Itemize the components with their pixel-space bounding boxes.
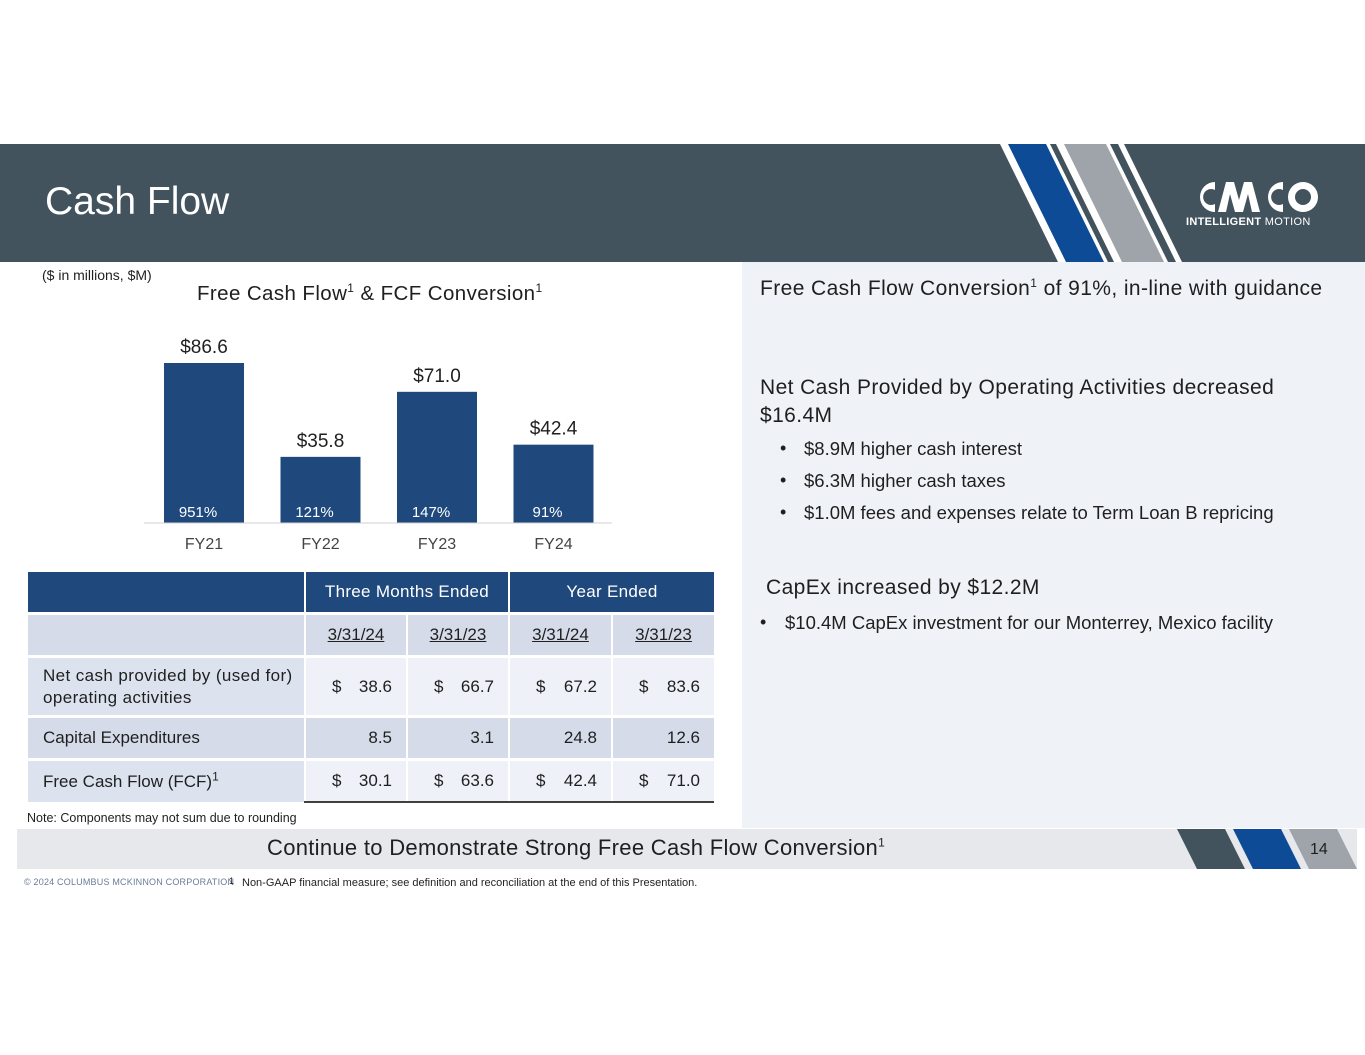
x-tick-label: FY22 xyxy=(301,536,339,553)
x-tick-label: FY24 xyxy=(534,536,572,553)
bullet-monterrey: $10.4M CapEx investment for our Monterre… xyxy=(785,612,1274,633)
table-cell: $83.6 xyxy=(611,655,714,717)
footnote: Non-GAAP financial measure; see definiti… xyxy=(242,877,698,889)
table-cell: 24.8 xyxy=(508,715,612,760)
x-tick-label: FY23 xyxy=(418,536,456,553)
bullet-marker: • xyxy=(760,612,767,632)
bar xyxy=(164,363,244,523)
table-corner xyxy=(28,572,305,614)
chart-title: Free Cash Flow1 & FCF Conversion1 xyxy=(197,281,543,305)
highlight-capex: CapEx increased by $12.2M xyxy=(766,576,1040,599)
conversion-label: 91% xyxy=(532,504,562,521)
takeaway-text: Continue to Demonstrate Strong Free Cash… xyxy=(267,835,886,860)
date-col-1: 3/31/24 xyxy=(304,612,407,657)
x-tick-label: FY21 xyxy=(185,536,223,553)
bullet-cash-interest: $8.9M higher cash interest xyxy=(804,438,1023,459)
highlight-net-cash: Net Cash Provided by Operating Activitie… xyxy=(760,376,1275,427)
conversion-label: 147% xyxy=(412,504,450,521)
date-col-3: 3/31/24 xyxy=(508,612,612,657)
row-label-fcf: Free Cash Flow (FCF)1 xyxy=(28,758,305,802)
bullet-cash-taxes: $6.3M higher cash taxes xyxy=(804,470,1006,491)
highlights-panel: Free Cash Flow Conversion1 of 91%, in-li… xyxy=(742,262,1365,828)
bar xyxy=(513,444,594,523)
table-cell: $30.1 xyxy=(304,758,407,803)
table-cell: 8.5 xyxy=(304,715,407,760)
table-cell: 3.1 xyxy=(406,715,509,760)
cash-flow-table: Three Months Ended Year Ended 3/31/24 3/… xyxy=(28,572,714,803)
highlight-fcf-conversion: Free Cash Flow Conversion1 of 91%, in-li… xyxy=(760,276,1323,300)
fcf-bar-chart: $86.6 951% FY21 $35.8 121% FY22 $71.0 147% FY23 $… xyxy=(144,337,612,553)
date-col-2: 3/31/23 xyxy=(406,612,509,657)
header-year-ended: Year Ended xyxy=(508,572,714,614)
bar-value-label: $86.6 xyxy=(180,337,228,358)
bar-value-label: $71.0 xyxy=(413,366,461,387)
header-three-months: Three Months Ended xyxy=(304,572,509,614)
conversion-label: 121% xyxy=(295,504,333,521)
bar xyxy=(280,456,361,523)
table-cell: $67.2 xyxy=(508,655,612,717)
logo-tagline: INTELLIGENT MOTION xyxy=(1186,216,1311,228)
row-label-capex: Capital Expenditures xyxy=(28,715,305,760)
row-label-operating: Net cash provided by (used for) operatin… xyxy=(28,655,305,717)
subhead-blank xyxy=(28,612,305,657)
date-col-4: 3/31/23 xyxy=(611,612,714,657)
bar xyxy=(397,391,477,523)
header-bar: Cash Flow INTELLIGENT MOTION xyxy=(0,144,1365,262)
conversion-label: 951% xyxy=(179,504,217,521)
table-row: Free Cash Flow (FCF)1 $30.1 $63.6 $42.4 … xyxy=(28,758,714,803)
bullet-marker: • xyxy=(780,502,787,522)
bullet-marker: • xyxy=(780,438,787,458)
table-cell: $38.6 xyxy=(304,655,407,717)
bullet-marker: • xyxy=(780,470,787,490)
table-cell: $42.4 xyxy=(508,758,612,803)
page-title: Cash Flow xyxy=(45,180,230,223)
page-number: 14 xyxy=(1310,841,1328,858)
units-note: ($ in millions, $M) xyxy=(42,267,152,283)
table-cell: $63.6 xyxy=(406,758,509,803)
rounding-note: Note: Components may not sum due to roun… xyxy=(27,811,297,825)
table-row: Net cash provided by (used for) operatin… xyxy=(28,655,714,717)
bottom-stripes xyxy=(1177,829,1357,869)
cmco-logo xyxy=(1200,182,1318,212)
table-cell: $66.7 xyxy=(406,655,509,717)
bar-value-label: $42.4 xyxy=(530,419,578,440)
footnote-number: 1 xyxy=(229,876,235,886)
bar-value-label: $35.8 xyxy=(297,431,345,452)
table-row: Capital Expenditures 8.5 3.1 24.8 12.6 xyxy=(28,715,714,760)
table-cell: 12.6 xyxy=(611,715,714,760)
bullet-fees: $1.0M fees and expenses relate to Term L… xyxy=(804,502,1274,523)
table-cell: $71.0 xyxy=(611,758,714,803)
takeaway-bar: Continue to Demonstrate Strong Free Cash… xyxy=(17,829,1357,869)
copyright: © 2024 COLUMBUS MCKINNON CORPORATION xyxy=(24,877,235,887)
